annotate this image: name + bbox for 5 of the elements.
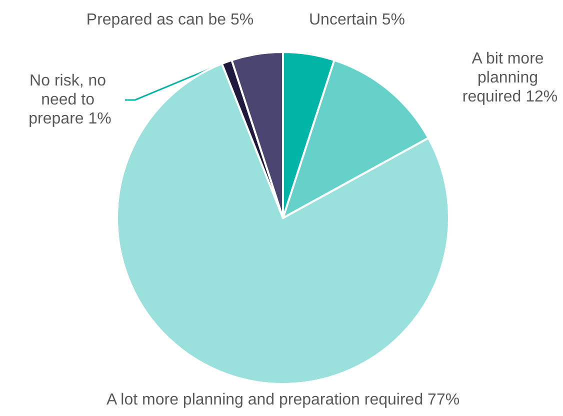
slice-label: Prepared as can be 5%	[86, 12, 254, 28]
slice-label: No risk, no need to prepare 1%	[28, 72, 112, 128]
slice-label: A lot more planning and preparation required 77%	[106, 392, 460, 408]
slice-label: Uncertain 5%	[308, 12, 406, 28]
slice-label: A bit more planning required 12%	[462, 50, 558, 106]
